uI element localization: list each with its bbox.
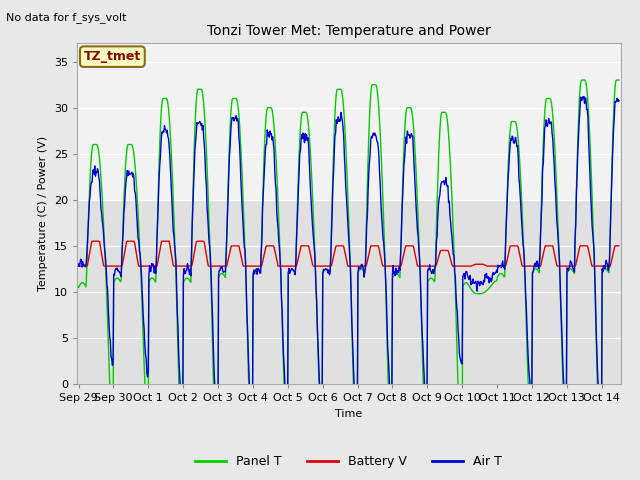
Text: TZ_tmet: TZ_tmet bbox=[84, 50, 141, 63]
Legend: Panel T, Battery V, Air T: Panel T, Battery V, Air T bbox=[190, 450, 508, 473]
Title: Tonzi Tower Met: Temperature and Power: Tonzi Tower Met: Temperature and Power bbox=[207, 24, 491, 38]
X-axis label: Time: Time bbox=[335, 408, 362, 419]
Text: No data for f_sys_volt: No data for f_sys_volt bbox=[6, 12, 127, 23]
Bar bbox=[77, 200, 621, 384]
Bar bbox=[77, 43, 621, 200]
Y-axis label: Temperature (C) / Power (V): Temperature (C) / Power (V) bbox=[38, 136, 48, 291]
